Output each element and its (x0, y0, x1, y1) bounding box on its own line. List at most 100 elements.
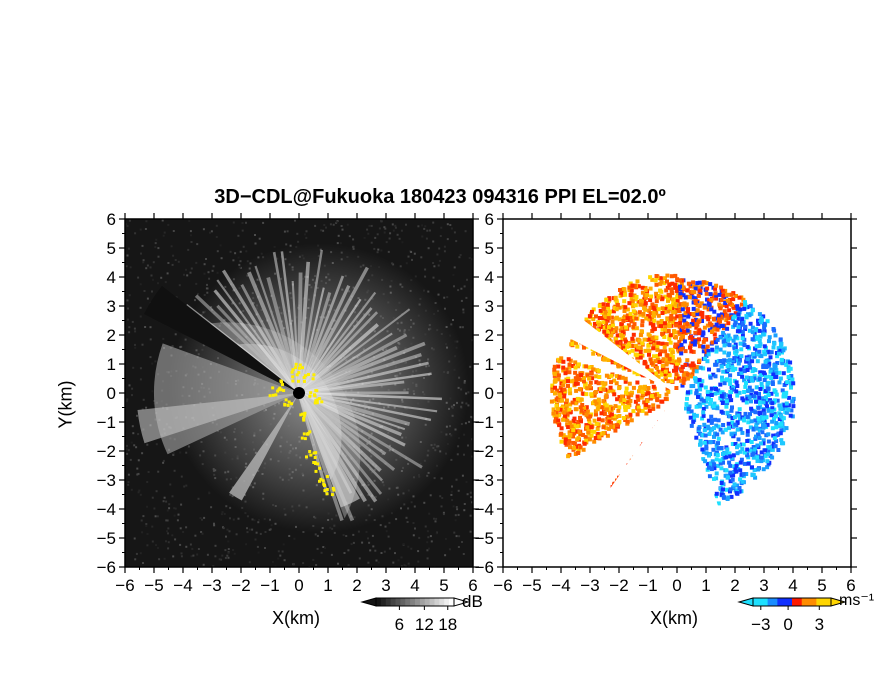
velocity-approaching (728, 487, 733, 492)
noise-speck (151, 496, 154, 499)
velocity-approaching (744, 315, 749, 320)
noise-speck (469, 530, 472, 533)
velocity-receding (693, 322, 698, 327)
noise-speck (142, 261, 145, 264)
left-colorbar-cell (415, 598, 421, 606)
clutter-flag (309, 391, 313, 395)
velocity-receding (606, 316, 611, 321)
clutter-flag (302, 414, 306, 418)
velocity-receding (668, 340, 673, 345)
blocked-sector (144, 285, 299, 393)
noise-speck (288, 535, 291, 537)
velocity-receding (605, 302, 610, 307)
noise-speck (380, 552, 383, 554)
velocity-approaching (742, 343, 747, 348)
noise-speck (128, 384, 131, 387)
noise-speck (469, 491, 472, 494)
velocity-receding (721, 326, 726, 331)
noise-speck (199, 517, 202, 520)
velocity-approaching (698, 442, 702, 447)
velocity-approaching (739, 370, 744, 375)
velocity-receding (648, 305, 653, 310)
velocity-receding (609, 380, 613, 385)
velocity-approaching (737, 322, 742, 327)
clutter-flag (309, 453, 313, 457)
velocity-receding (674, 372, 679, 377)
noise-speck (442, 513, 445, 516)
velocity-receding (559, 439, 564, 444)
noise-speck (126, 299, 129, 302)
noise-speck (466, 493, 469, 496)
velocity-receding (554, 397, 559, 402)
velocity-approaching (727, 451, 732, 456)
velocity-approaching (728, 463, 733, 468)
velocity-receding (726, 321, 731, 326)
velocity-receding (710, 329, 714, 334)
velocity-receding (585, 425, 590, 430)
echo-streak (298, 391, 411, 426)
echo-streak (298, 298, 362, 394)
velocity-approaching (686, 407, 691, 412)
velocity-approaching (733, 334, 738, 339)
velocity-receding (615, 374, 619, 379)
velocity-approaching (720, 401, 725, 405)
right-colorbar-cell (767, 598, 773, 606)
velocity-receding (614, 381, 619, 386)
velocity-approaching (725, 497, 730, 501)
velocity-receding (574, 424, 579, 429)
noise-speck (352, 238, 355, 241)
velocity-approaching (769, 350, 774, 355)
noise-speck (126, 254, 129, 257)
velocity-approaching (765, 364, 770, 369)
noise-speck (133, 327, 136, 330)
velocity-receding (701, 344, 706, 349)
velocity-approaching (704, 446, 709, 451)
y-tick-label: −3 (97, 471, 116, 490)
noise-speck (165, 519, 168, 522)
velocity-receding (671, 321, 676, 326)
velocity-receding (713, 340, 718, 345)
echo-beam-south (299, 393, 360, 508)
clutter-flag (304, 374, 307, 378)
left-colorbar-cell (380, 598, 387, 606)
velocity-receding (561, 359, 566, 364)
velocity-receding (573, 401, 578, 406)
velocity-approaching (791, 381, 796, 386)
noise-speck (139, 493, 142, 496)
velocity-receding (640, 329, 644, 334)
velocity-approaching (728, 394, 732, 399)
velocity-approaching (723, 338, 728, 343)
velocity-receding (633, 399, 638, 404)
velocity-approaching (716, 388, 721, 393)
velocity-receding (678, 278, 682, 283)
velocity-approaching (765, 459, 770, 464)
velocity-receding (587, 420, 592, 425)
velocity-approaching (754, 344, 759, 349)
x-tick-label: 6 (468, 576, 477, 595)
velocity-approaching (777, 403, 782, 408)
velocity-approaching (714, 362, 719, 367)
noise-speck (128, 219, 131, 222)
noise-speck (202, 563, 205, 566)
noise-speck (221, 554, 224, 557)
velocity-approaching (706, 352, 711, 357)
velocity-receding (648, 286, 653, 291)
velocity-receding (571, 428, 576, 433)
velocity-receding (651, 346, 656, 351)
noise-speck (418, 536, 421, 539)
velocity-receding (623, 379, 628, 384)
velocity-receding (571, 418, 576, 423)
velocity-approaching (727, 378, 732, 383)
noise-speck (428, 512, 431, 515)
noise-speck (189, 271, 192, 274)
echo-streak (298, 308, 411, 394)
velocity-receding (627, 285, 632, 290)
velocity-receding (643, 286, 648, 290)
velocity-receding (606, 325, 611, 330)
noise-speck (366, 228, 369, 231)
noise-speck (405, 516, 408, 519)
velocity-receding (646, 343, 651, 348)
noise-speck (174, 538, 177, 541)
velocity-receding (603, 310, 608, 314)
velocity-receding (678, 287, 683, 291)
